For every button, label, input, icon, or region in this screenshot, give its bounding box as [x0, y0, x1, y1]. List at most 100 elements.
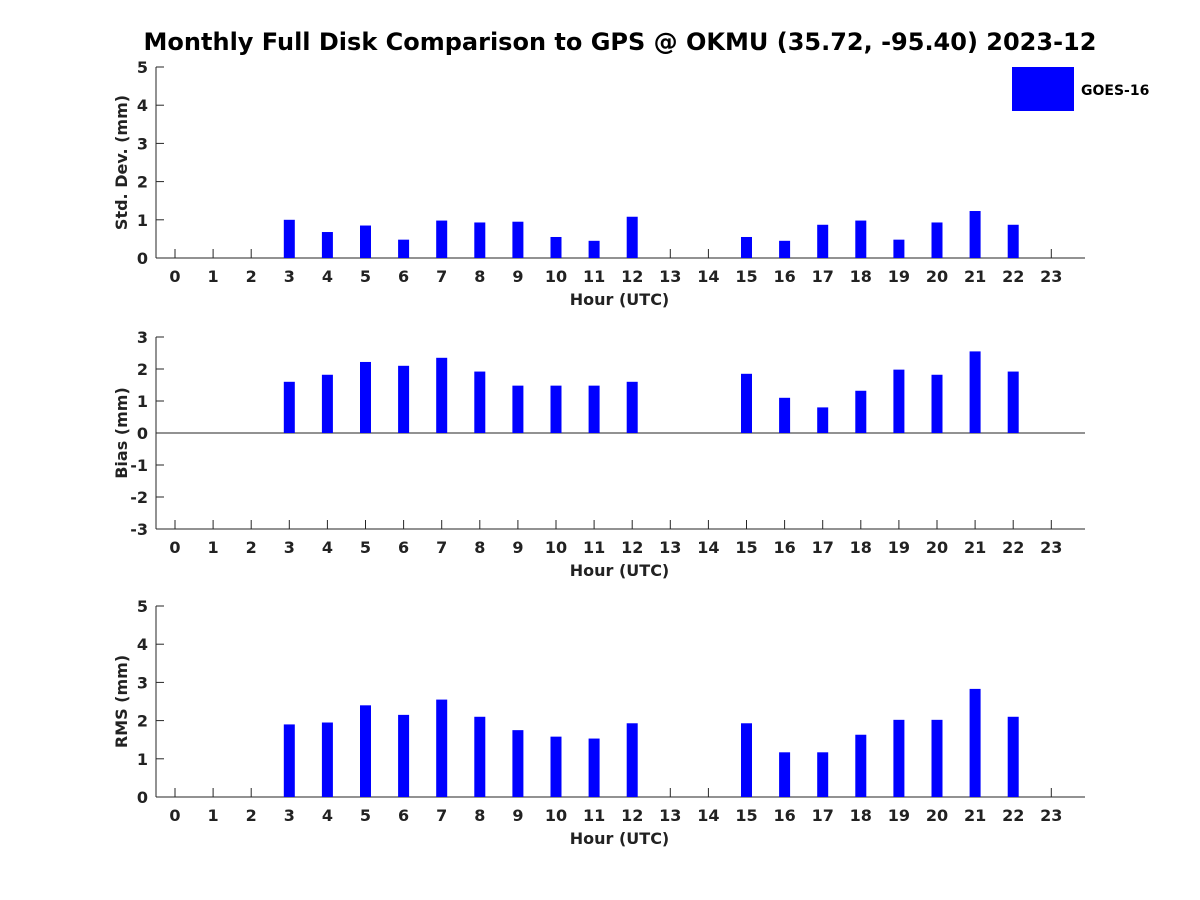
- x-tick-label: 5: [360, 267, 371, 286]
- bar: [626, 216, 638, 258]
- x-tick-label: 13: [659, 538, 681, 557]
- bar: [398, 714, 410, 797]
- x-tick-label: 18: [850, 806, 872, 825]
- bar: [931, 374, 943, 433]
- y-tick-label: -1: [130, 456, 148, 475]
- chart-title: Monthly Full Disk Comparison to GPS @ OK…: [143, 28, 1097, 56]
- y-axis-label: Std. Dev. (mm): [112, 95, 131, 230]
- x-tick-label: 7: [436, 538, 447, 557]
- bar: [931, 222, 943, 258]
- bar: [550, 736, 562, 797]
- bar: [626, 723, 638, 797]
- bar: [626, 381, 638, 433]
- bar: [436, 699, 448, 797]
- y-tick-label: 2: [137, 712, 148, 731]
- x-tick-label: 6: [398, 806, 409, 825]
- bar: [969, 688, 981, 797]
- bar: [817, 224, 829, 258]
- x-tick-label: 2: [246, 538, 257, 557]
- x-tick-label: 17: [812, 267, 834, 286]
- x-tick-label: 12: [621, 806, 643, 825]
- x-tick-label: 18: [850, 538, 872, 557]
- x-tick-label: 20: [926, 267, 948, 286]
- y-tick-label: 2: [137, 360, 148, 379]
- x-tick-label: 0: [169, 267, 180, 286]
- y-tick-label: 3: [137, 328, 148, 347]
- x-tick-label: 1: [208, 267, 219, 286]
- x-tick-label: 20: [926, 538, 948, 557]
- x-tick-label: 23: [1040, 538, 1062, 557]
- x-tick-label: 7: [436, 806, 447, 825]
- y-tick-label: 3: [137, 134, 148, 153]
- y-tick-label: 0: [137, 424, 148, 443]
- bar: [512, 221, 524, 258]
- x-tick-label: 9: [512, 806, 523, 825]
- x-tick-label: 3: [284, 806, 295, 825]
- y-tick-label: 1: [137, 211, 148, 230]
- x-tick-label: 3: [284, 267, 295, 286]
- bar: [398, 365, 410, 433]
- x-tick-label: 2: [246, 267, 257, 286]
- x-tick-label: 1: [208, 538, 219, 557]
- bar: [360, 225, 371, 258]
- x-axis-label: Hour (UTC): [570, 290, 670, 309]
- x-tick-label: 3: [284, 538, 295, 557]
- x-tick-label: 23: [1040, 267, 1062, 286]
- bar: [360, 705, 371, 797]
- bar: [321, 374, 333, 433]
- x-axis-label: Hour (UTC): [570, 829, 670, 848]
- x-tick-label: 20: [926, 806, 948, 825]
- bar: [321, 232, 333, 258]
- x-tick-label: 6: [398, 267, 409, 286]
- x-tick-label: 10: [545, 538, 567, 557]
- bar: [474, 371, 486, 433]
- x-tick-label: 19: [888, 538, 910, 557]
- bar: [474, 222, 486, 258]
- bar: [436, 220, 448, 258]
- bar: [588, 240, 600, 258]
- y-tick-label: 0: [137, 788, 148, 807]
- bar: [474, 716, 486, 797]
- y-tick-label: 2: [137, 173, 148, 192]
- x-tick-label: 11: [583, 267, 605, 286]
- x-tick-label: 7: [436, 267, 447, 286]
- bar: [855, 390, 867, 433]
- x-tick-label: 15: [735, 806, 757, 825]
- x-tick-label: 6: [398, 538, 409, 557]
- x-tick-label: 0: [169, 806, 180, 825]
- y-tick-label: 4: [137, 96, 148, 115]
- x-tick-label: 21: [964, 806, 986, 825]
- x-tick-label: 22: [1002, 538, 1024, 557]
- x-tick-label: 16: [773, 267, 795, 286]
- y-tick-label: 1: [137, 750, 148, 769]
- y-tick-label: 1: [137, 392, 148, 411]
- x-tick-label: 13: [659, 267, 681, 286]
- bar: [550, 236, 562, 258]
- y-tick-label: 4: [137, 635, 148, 654]
- legend: GOES-16: [1012, 67, 1149, 111]
- bar: [893, 369, 905, 433]
- bar: [741, 236, 752, 258]
- x-tick-label: 18: [850, 267, 872, 286]
- x-tick-label: 12: [621, 267, 643, 286]
- x-tick-label: 11: [583, 538, 605, 557]
- x-tick-label: 8: [474, 267, 485, 286]
- bar: [855, 734, 867, 797]
- x-tick-label: 14: [697, 267, 719, 286]
- bar: [893, 239, 905, 258]
- x-tick-label: 10: [545, 267, 567, 286]
- y-tick-label: -2: [130, 488, 148, 507]
- bar: [779, 397, 791, 433]
- bar: [360, 361, 371, 433]
- x-axis-label: Hour (UTC): [570, 561, 670, 580]
- bar: [779, 240, 791, 258]
- x-tick-label: 17: [812, 538, 834, 557]
- x-tick-label: 21: [964, 267, 986, 286]
- bar: [741, 723, 752, 797]
- x-tick-label: 9: [512, 267, 523, 286]
- y-tick-label: 3: [137, 673, 148, 692]
- x-tick-label: 12: [621, 538, 643, 557]
- bar: [817, 752, 829, 797]
